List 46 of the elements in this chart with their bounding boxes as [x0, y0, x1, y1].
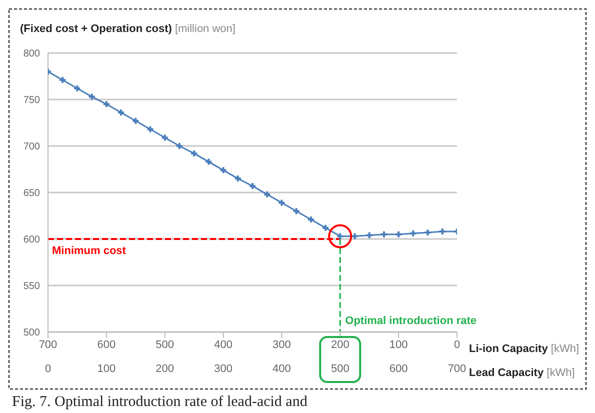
point	[380, 230, 388, 238]
y-tick-label: 700	[23, 142, 40, 153]
point	[88, 92, 96, 101]
y-tick-label: 550	[23, 281, 40, 292]
point	[322, 224, 330, 232]
x2-tick-label: 400	[214, 338, 232, 351]
y-tick-label: 600	[23, 234, 40, 246]
x-tick-label: 200	[156, 362, 174, 375]
y-tick-label: 650	[23, 188, 40, 200]
ref-line-label: Optimal introduction rate	[345, 315, 477, 327]
x-tick-label: 300	[214, 362, 232, 375]
y-tick-label: 750	[23, 95, 40, 106]
y-tick-label: 500	[23, 328, 40, 339]
point	[102, 100, 110, 108]
x2-tick-label: 300	[272, 338, 291, 351]
x-tick-label: 700	[448, 362, 466, 375]
x2-tick-label: 600	[97, 338, 116, 351]
point	[292, 207, 300, 216]
point	[146, 125, 154, 134]
x-axis-title: Lead Capacity [kWh]	[469, 367, 575, 379]
point	[175, 142, 184, 150]
caption: Fig. 7. Optimal introduction rate of lead-acid and	[12, 394, 308, 410]
point	[278, 198, 286, 207]
x-tick-label: 100	[97, 362, 116, 375]
x2-axis-title: Li-ion Capacity [kWh]	[469, 343, 580, 355]
x-tick-label: 600	[389, 362, 408, 375]
point	[263, 190, 272, 198]
x2-tick-label: 200	[330, 338, 350, 351]
point	[219, 166, 228, 174]
x2-tick-label: 500	[156, 338, 174, 351]
point	[160, 134, 169, 142]
point	[204, 158, 213, 166]
y-axis-title: (Fixed cost + Operation cost) [million won]	[20, 23, 236, 35]
y-tick-label: 800	[23, 48, 40, 60]
point	[365, 231, 374, 240]
point	[409, 229, 418, 238]
x2-tick-label: 100	[389, 338, 408, 351]
point	[132, 116, 140, 125]
x-tick-label: 500	[330, 362, 350, 375]
point	[73, 84, 82, 92]
x-tick-label: 0	[44, 362, 52, 375]
ref-line-label: Minimum cost	[52, 245, 126, 257]
x-tick-label: 400	[272, 362, 291, 375]
point	[394, 230, 403, 238]
x2-tick-label: 700	[38, 338, 58, 351]
x2-tick-label: 0	[454, 338, 460, 351]
